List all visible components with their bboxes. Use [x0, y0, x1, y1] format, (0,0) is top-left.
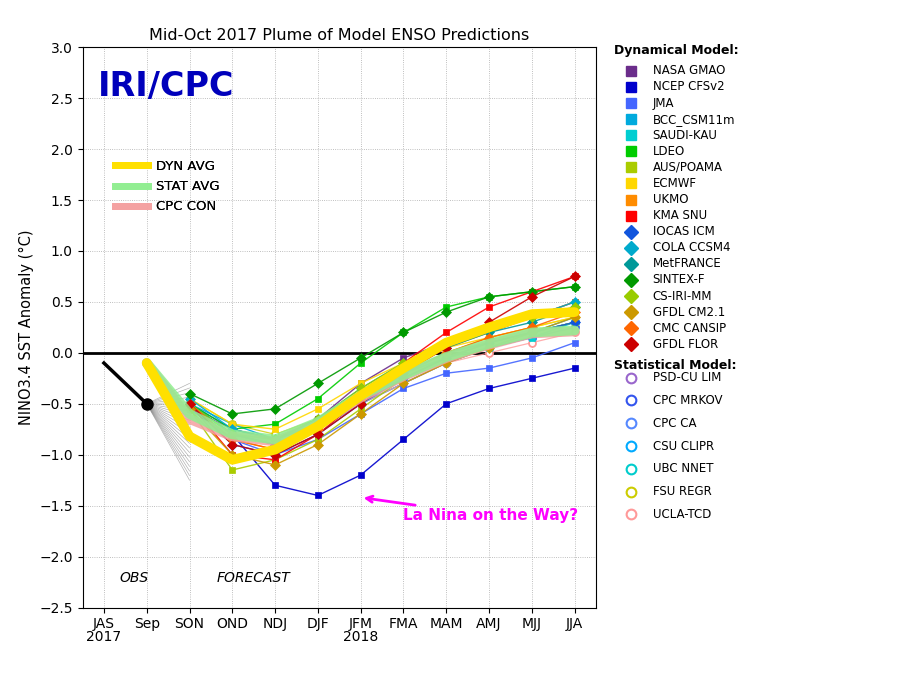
Text: ECMWF: ECMWF	[653, 177, 697, 190]
Text: CPC CA: CPC CA	[653, 416, 696, 430]
Text: SAUDI-KAU: SAUDI-KAU	[653, 129, 717, 142]
Text: IOCAS ICM: IOCAS ICM	[653, 225, 714, 238]
Text: FORECAST: FORECAST	[216, 571, 291, 585]
Text: AUS/POAMA: AUS/POAMA	[653, 161, 723, 174]
Text: GFDL CM2.1: GFDL CM2.1	[653, 306, 724, 319]
Text: BCC_CSM11m: BCC_CSM11m	[653, 113, 735, 126]
Text: IRI/CPC: IRI/CPC	[98, 70, 235, 103]
Text: CMC CANSIP: CMC CANSIP	[653, 322, 725, 335]
Title: Mid-Oct 2017 Plume of Model ENSO Predictions: Mid-Oct 2017 Plume of Model ENSO Predict…	[149, 28, 529, 43]
Text: PSD-CU LIM: PSD-CU LIM	[653, 371, 721, 384]
Text: GFDL FLOR: GFDL FLOR	[653, 338, 718, 351]
Text: FSU REGR: FSU REGR	[653, 485, 712, 498]
Text: Statistical Model:: Statistical Model:	[614, 359, 737, 373]
Text: CPC MRKOV: CPC MRKOV	[653, 394, 722, 407]
Text: SINTEX-F: SINTEX-F	[653, 273, 705, 286]
Text: NCEP CFSv2: NCEP CFSv2	[653, 80, 724, 93]
Text: KMA SNU: KMA SNU	[653, 209, 707, 222]
Text: MetFRANCE: MetFRANCE	[653, 257, 722, 271]
Text: OBS: OBS	[119, 571, 149, 585]
Text: Dynamical Model:: Dynamical Model:	[614, 44, 739, 57]
Text: CSU CLIPR: CSU CLIPR	[653, 439, 713, 452]
Text: La Nina on the Way?: La Nina on the Way?	[367, 496, 579, 523]
Text: LDEO: LDEO	[653, 144, 685, 158]
Text: UCLA-TCD: UCLA-TCD	[653, 508, 711, 521]
Text: 2017: 2017	[86, 630, 121, 644]
Text: NASA GMAO: NASA GMAO	[653, 64, 725, 78]
Text: JMA: JMA	[653, 97, 674, 109]
Text: UKMO: UKMO	[653, 193, 688, 206]
Text: UBC NNET: UBC NNET	[653, 462, 713, 475]
Text: 2018: 2018	[343, 630, 379, 644]
Y-axis label: NINO3.4 SST Anomaly (°C): NINO3.4 SST Anomaly (°C)	[18, 230, 34, 425]
Text: CS-IRI-MM: CS-IRI-MM	[653, 290, 712, 302]
Legend: DYN AVG, STAT AVG, CPC CON: DYN AVG, STAT AVG, CPC CON	[110, 155, 225, 219]
Text: COLA CCSM4: COLA CCSM4	[653, 241, 730, 254]
